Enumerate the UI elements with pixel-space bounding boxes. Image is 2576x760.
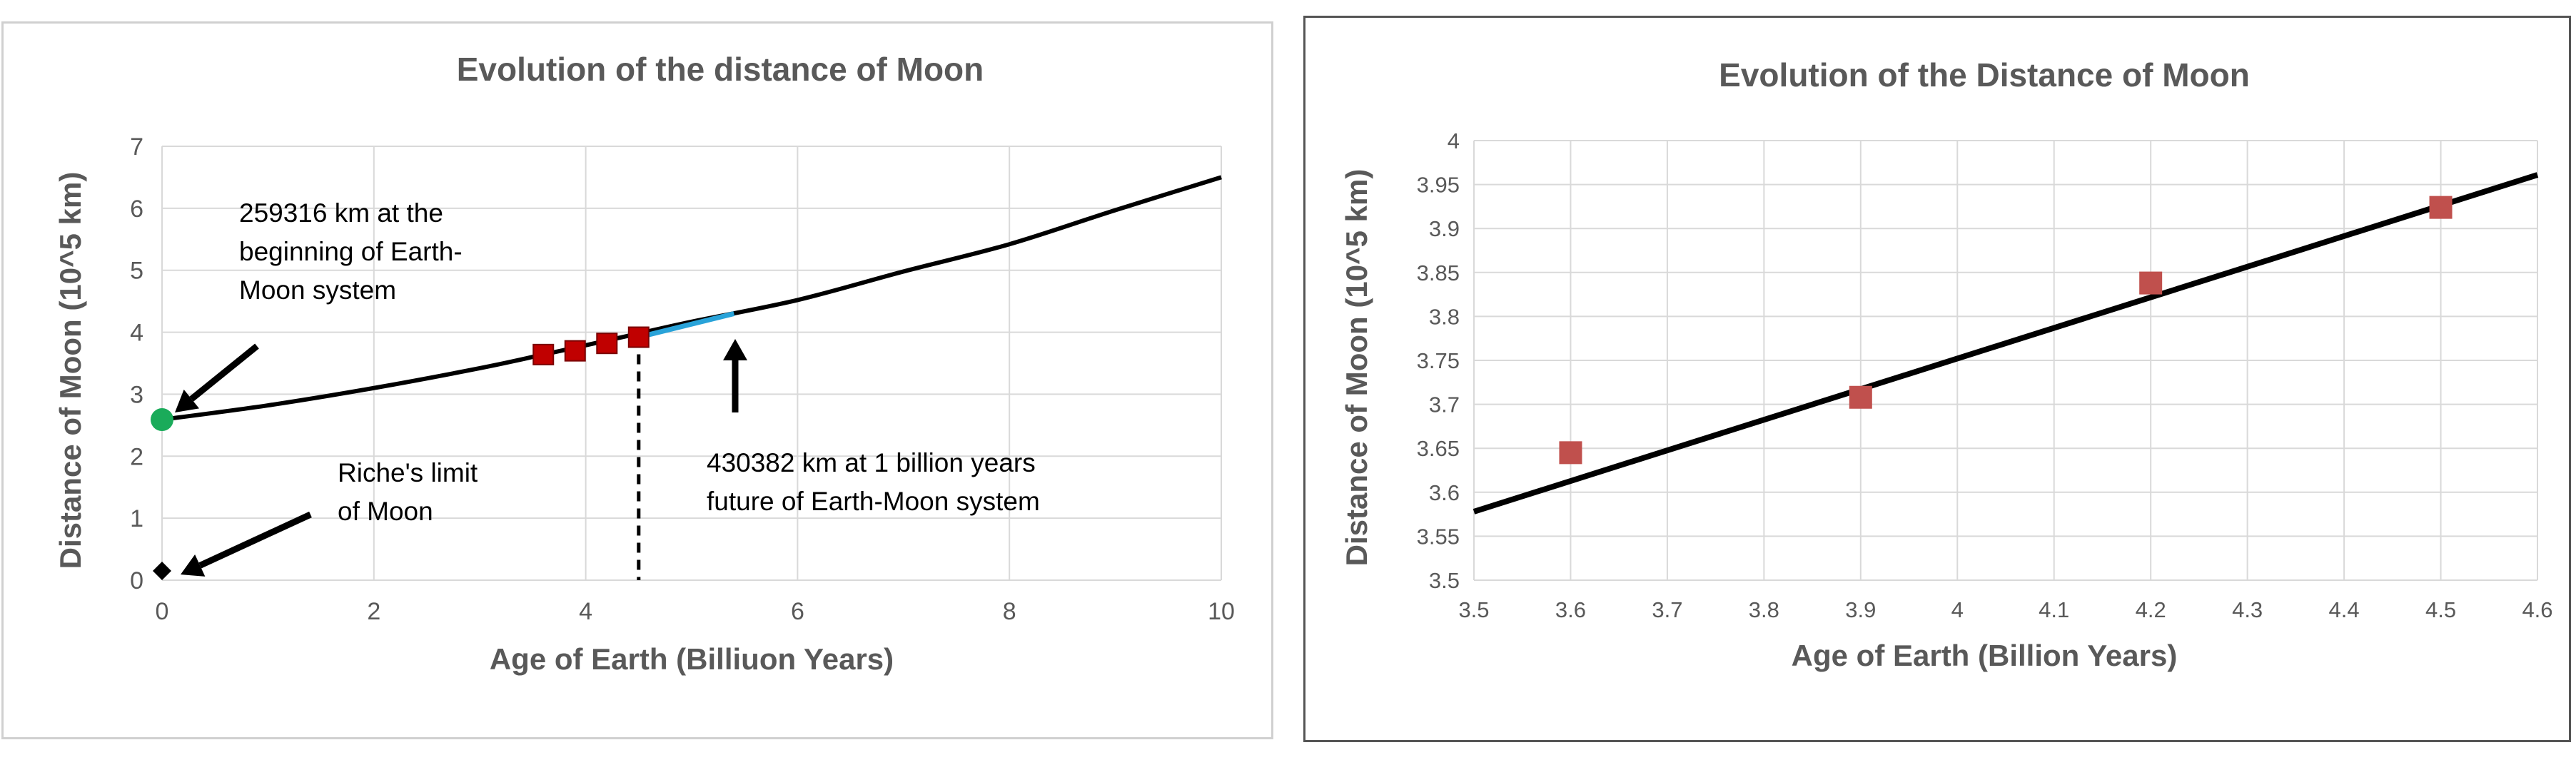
annotation-line: of Moon: [338, 497, 433, 526]
x-tick-label: 3.8: [1749, 597, 1779, 622]
future-projection-segment: [637, 311, 735, 340]
chart-title: Evolution of the distance of Moon: [457, 51, 984, 88]
trend-line: [1473, 172, 2539, 515]
y-axis-title: Distance of Moon (10^5 km): [1340, 169, 1373, 567]
y-tick-label: 2: [130, 443, 143, 470]
x-axis-title: Age of Earth (Billion Years): [1792, 639, 2178, 672]
y-tick-label: 3: [130, 381, 143, 408]
y-tick-label: 4: [130, 320, 143, 347]
y-tick-label: 3.8: [1429, 304, 1460, 329]
x-tick-label: 3.5: [1458, 597, 1489, 622]
y-tick-label: 6: [130, 196, 143, 223]
x-tick-label: 4: [579, 598, 592, 625]
initial-distance-marker: [151, 408, 173, 432]
annotation-line: Moon system: [239, 275, 396, 305]
y-tick-label: 7: [130, 133, 143, 161]
chart-title: Evolution of the Distance of Moon: [1719, 56, 2250, 93]
initial-distance-arrow-head: [175, 389, 200, 412]
y-tick-label: 3.5: [1429, 568, 1460, 593]
x-tick-label: 4.6: [2522, 597, 2552, 622]
y-tick-label: 3.75: [1417, 348, 1460, 373]
x-tick-label: 4: [1951, 597, 1964, 622]
annotation-line: Riche's limit: [338, 458, 478, 487]
future-distance-arrow-head: [723, 339, 747, 360]
data-point-marker: [627, 326, 650, 348]
roche-limit-arrow-shaft: [198, 511, 312, 569]
right-chart: Evolution of the Distance of Moon 3.5 3.6 3…: [1340, 56, 2553, 672]
x-tick-label: 4.1: [2039, 597, 2069, 622]
distance-curve: [161, 175, 1222, 422]
x-tick-label: 8: [1003, 598, 1016, 625]
y-tick-label: 3.85: [1417, 260, 1460, 285]
x-tick-label: 0: [156, 598, 169, 625]
x-tick-label: 4.2: [2136, 597, 2166, 622]
roche-limit-marker: [153, 561, 171, 580]
data-point-marker: [2429, 196, 2453, 219]
y-tick-label: 3.55: [1417, 524, 1460, 549]
x-tick-label: 3.6: [1555, 597, 1586, 622]
annotation-line: future of Earth-Moon system: [707, 487, 1040, 516]
x-tick-label: 4.3: [2232, 597, 2263, 622]
x-tick-label: 10: [1208, 598, 1235, 625]
data-point-marker: [596, 333, 618, 355]
left-chart-panel: Evolution of the distance of Moon 0 2 4 6 8 10…: [1, 21, 1273, 739]
right-chart-panel: Evolution of the Distance of Moon 3.5 3.6 3…: [1303, 16, 2571, 742]
roche-limit-arrow-head: [181, 554, 206, 577]
y-tick-label: 0: [130, 567, 143, 594]
x-tick-label: 2: [367, 598, 380, 625]
y-tick-label: 3.9: [1429, 216, 1460, 241]
initial-distance-arrow-shaft: [189, 343, 259, 402]
x-tick-label: 4.5: [2425, 597, 2456, 622]
y-tick-label: 3.65: [1417, 436, 1460, 461]
annotation-line: 430382 km at 1 billion years: [707, 448, 1036, 477]
y-tick-label: 1: [130, 505, 143, 532]
y-tick-label: 3.7: [1429, 392, 1460, 417]
x-tick-label: 3.7: [1652, 597, 1682, 622]
annotation-line: 259316 km at the: [239, 198, 443, 228]
data-point-marker: [2139, 271, 2163, 295]
y-axis-title: Distance of Moon (10^5 km): [54, 172, 87, 569]
y-tick-label: 3.95: [1417, 173, 1460, 198]
x-tick-label: 4.4: [2329, 597, 2360, 622]
y-tick-label: 5: [130, 258, 143, 285]
annotation-line: beginning of Earth-: [239, 237, 463, 266]
y-tick-label: 3.6: [1429, 480, 1460, 505]
x-tick-label: 3.9: [1845, 597, 1876, 622]
y-tick-label: 4: [1448, 128, 1460, 153]
x-tick-label: 6: [791, 598, 804, 625]
data-point-marker: [1849, 385, 1872, 409]
x-axis-title: Age of Earth (Billiuon Years): [490, 642, 894, 676]
data-point-marker: [532, 343, 555, 365]
data-point-marker: [564, 340, 586, 362]
data-point-marker: [1559, 441, 1582, 465]
